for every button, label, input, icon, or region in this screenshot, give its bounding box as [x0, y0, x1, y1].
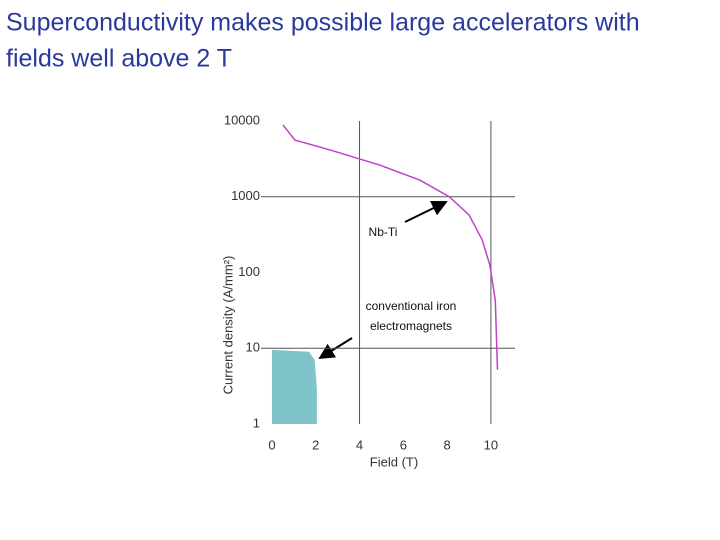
y-tick-label: 10: [246, 340, 260, 355]
y-axis-label: Current density (A/mm²): [220, 256, 235, 395]
x-axis-label: Field (T): [370, 454, 418, 469]
x-tick-label: 2: [312, 437, 319, 452]
annotation: electromagnets: [370, 319, 452, 333]
y-tick-label: 100: [238, 264, 260, 279]
x-tick-label: 4: [356, 437, 363, 452]
y-tick-label: 10000: [224, 112, 260, 127]
area: [271, 349, 317, 424]
line: [282, 124, 499, 370]
annotation: conventional iron: [366, 299, 457, 313]
x-tick-label: 6: [400, 437, 407, 452]
x-tick-label: 8: [444, 437, 451, 452]
title-line: fields well above 2 T: [6, 45, 232, 73]
annotation: Nb-Ti: [369, 225, 398, 239]
y-tick-label: 1000: [231, 188, 260, 203]
title-line: Superconductivity makes possible large a…: [6, 9, 640, 37]
x-tick-label: 10: [484, 437, 498, 452]
x-tick-label: 0: [268, 437, 275, 452]
arrow: [404, 200, 448, 223]
y-tick-label: 1: [253, 415, 260, 430]
